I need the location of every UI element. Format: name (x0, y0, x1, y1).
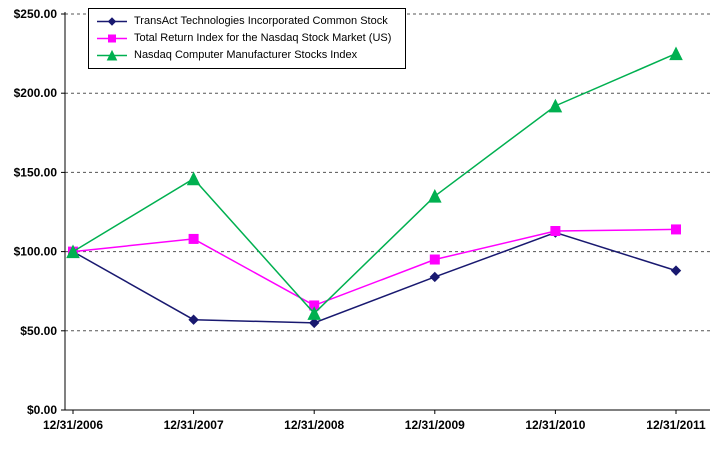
triangle-marker-icon (186, 171, 201, 186)
triangle-marker-icon (669, 46, 683, 61)
square-marker-icon (550, 226, 561, 237)
y-axis-label: $100.00 (14, 245, 58, 259)
x-axis-label: 12/31/2006 (43, 418, 103, 432)
diamond-marker-icon (107, 17, 117, 26)
triangle-marker-icon (66, 244, 80, 259)
triangle-marker-icon (106, 49, 118, 61)
x-axis-label: 12/31/2009 (405, 418, 465, 432)
square-marker-icon (108, 34, 116, 43)
triangle-marker-icon (427, 189, 442, 203)
series-line-2 (72, 52, 677, 315)
y-axis-label: $50.00 (20, 324, 57, 338)
diamond-marker-icon (308, 317, 320, 329)
square-marker-icon (188, 233, 199, 244)
series-line-0 (72, 231, 677, 324)
y-axis-label: $200.00 (14, 86, 58, 100)
y-axis-label: $250.00 (14, 7, 58, 21)
legend-label: TransAct Technologies Incorporated Commo… (134, 15, 388, 27)
legend-label: Total Return Index for the Nasdaq Stock … (134, 32, 392, 44)
legend: TransAct Technologies Incorporated Commo… (88, 8, 407, 69)
square-marker-icon (671, 224, 681, 235)
series-line-1 (72, 228, 677, 307)
legend-item: TransAct Technologies Incorporated Commo… (97, 15, 391, 28)
legend-item: Total Return Index for the Nasdaq Stock … (97, 32, 391, 45)
diamond-marker-icon (188, 314, 199, 325)
x-axis-label: 12/31/2011 (646, 418, 706, 432)
diamond-marker-icon (670, 265, 682, 276)
x-axis-label: 12/31/2007 (164, 418, 224, 432)
legend-label: Nasdaq Computer Manufacturer Stocks Inde… (134, 49, 358, 61)
triangle-marker-icon (307, 306, 322, 320)
square-legend-marker-icon (97, 34, 127, 43)
x-axis-label: 12/31/2010 (525, 418, 585, 432)
triangle-marker-icon (548, 98, 563, 113)
diamond-marker-icon (429, 271, 441, 283)
legend-item: Nasdaq Computer Manufacturer Stocks Inde… (97, 49, 391, 62)
y-axis-label: $150.00 (14, 165, 58, 179)
y-axis-label: $0.00 (27, 403, 57, 417)
triangle-legend-marker-icon (97, 49, 127, 61)
x-axis-label: 12/31/2008 (284, 418, 344, 432)
square-marker-icon (429, 254, 440, 265)
diamond-legend-marker-icon (97, 17, 127, 26)
